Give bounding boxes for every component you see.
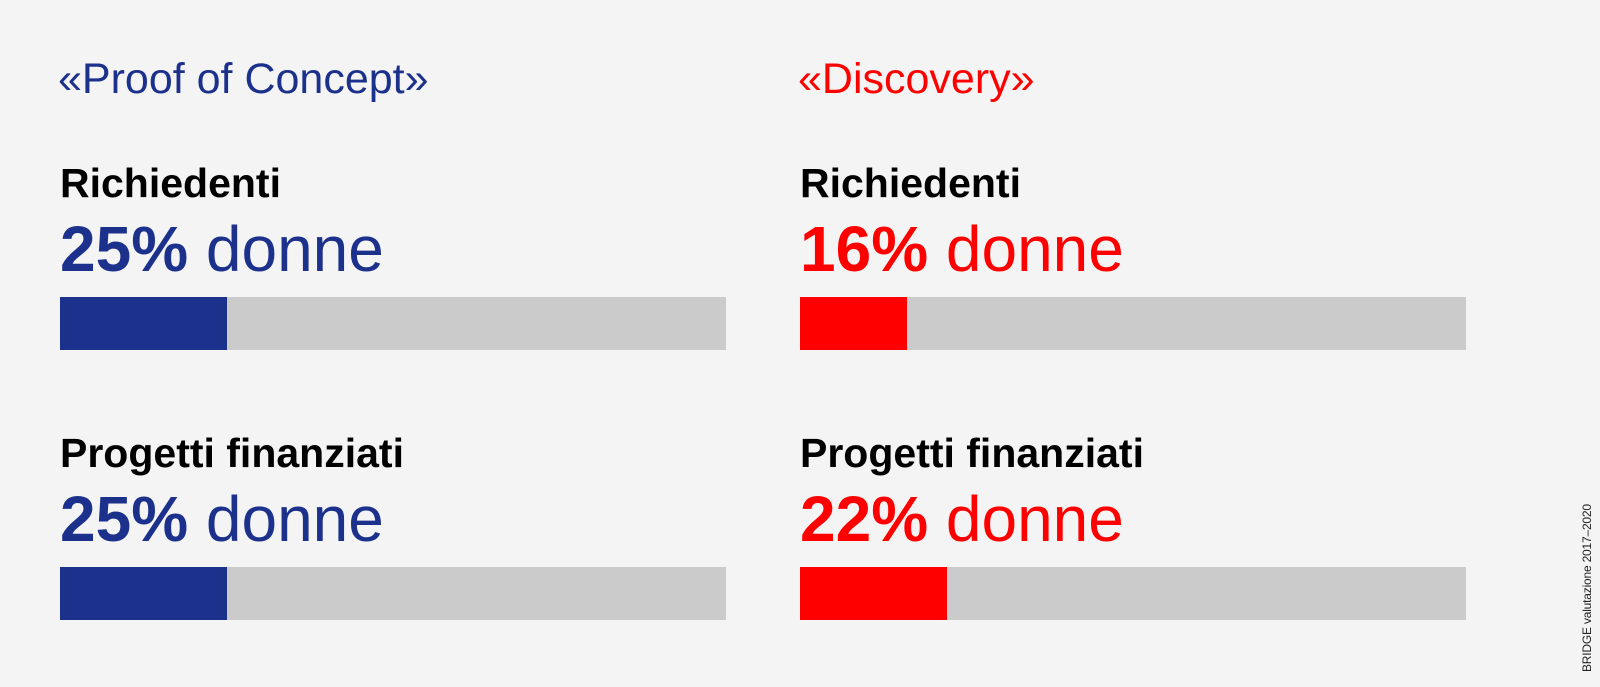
bar-track <box>60 297 726 350</box>
category-label: Progetti finanziati <box>800 430 1144 476</box>
bar-track <box>60 567 726 620</box>
value-label: 22% donne <box>800 484 1124 554</box>
chart-title: «Discovery» <box>798 55 1035 103</box>
unit-word: donne <box>945 213 1124 285</box>
category-label: Richiedenti <box>60 160 281 206</box>
percent-value: 25% <box>60 483 189 555</box>
unit-word: donne <box>205 213 384 285</box>
bar <box>800 297 907 350</box>
percent-value: 16% <box>800 213 929 285</box>
unit-word: donne <box>945 483 1124 555</box>
value-label: 25% donne <box>60 484 384 554</box>
bar <box>60 567 227 620</box>
chart-proof-of-concept: «Proof of Concept» Richiedenti 25% donne… <box>58 0 726 687</box>
source-note: BRIDGE valutazione 2017–2020 <box>1580 504 1594 672</box>
value-label: 16% donne <box>800 214 1124 284</box>
value-label: 25% donne <box>60 214 384 284</box>
bar-track <box>800 567 1466 620</box>
bar <box>800 567 947 620</box>
bar <box>60 297 227 350</box>
category-label: Progetti finanziati <box>60 430 404 476</box>
percent-value: 25% <box>60 213 189 285</box>
percent-value: 22% <box>800 483 929 555</box>
category-label: Richiedenti <box>800 160 1021 206</box>
unit-word: donne <box>205 483 384 555</box>
chart-discovery: «Discovery» Richiedenti 16% donne Proget… <box>798 0 1466 687</box>
bar-track <box>800 297 1466 350</box>
chart-title: «Proof of Concept» <box>58 55 429 103</box>
